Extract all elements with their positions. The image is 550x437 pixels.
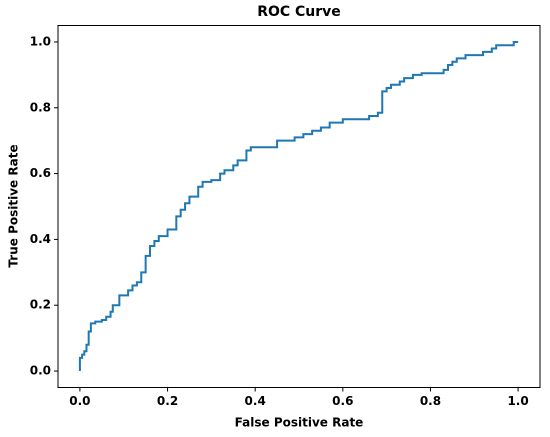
x-axis-label: False Positive Rate xyxy=(235,416,364,430)
x-tick-label: 0.6 xyxy=(332,394,353,408)
x-tick-label: 0.2 xyxy=(157,394,178,408)
y-tick-label: 0.6 xyxy=(30,166,51,180)
y-tick-label: 0.0 xyxy=(30,364,51,378)
plot-frame xyxy=(57,25,541,388)
y-tick-label: 0.8 xyxy=(30,100,51,114)
roc-line xyxy=(78,40,519,372)
y-tick-label: 0.4 xyxy=(30,232,51,246)
chart-title: ROC Curve xyxy=(257,4,341,20)
y-tick-label: 0.2 xyxy=(30,298,51,312)
y-tick-label: 1.0 xyxy=(30,34,51,48)
y-axis-label: True Positive Rate xyxy=(7,144,21,267)
x-tick-label: 1.0 xyxy=(507,394,528,408)
x-tick-label: 0.0 xyxy=(69,394,90,408)
x-tick-label: 0.4 xyxy=(245,394,266,408)
x-tick-label: 0.8 xyxy=(420,394,441,408)
